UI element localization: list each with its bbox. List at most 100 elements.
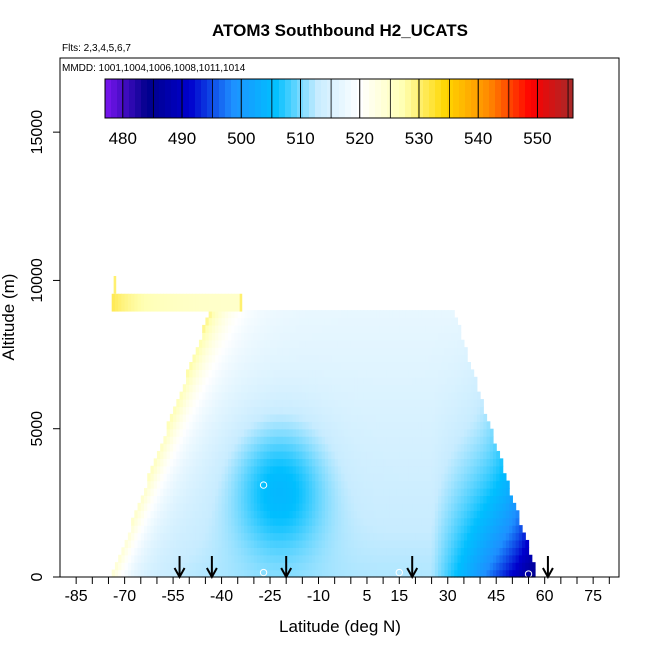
field-cell [418,384,423,393]
field-cell [334,406,339,415]
field-cell [389,310,394,319]
field-cell [240,391,245,400]
field-cell [263,317,268,326]
field-cell [253,428,258,437]
field-cell [134,539,139,548]
field-cell [522,569,526,578]
field-cell [257,473,261,482]
field-cell [215,406,219,415]
field-cell [360,443,365,452]
field-cell [189,458,194,467]
field-cell [318,450,323,459]
field-cell [160,480,164,489]
field-cell [502,539,507,548]
field-cell [237,510,242,519]
field-cell [263,436,268,445]
field-cell [250,458,255,467]
field-cell [354,332,358,341]
field-cell [360,554,365,563]
field-cell [473,547,478,556]
field-cell [366,562,371,571]
field-cell [366,310,371,319]
field-cell [312,421,316,430]
field-cell [370,324,375,333]
field-cell [463,510,468,519]
field-cell [463,384,468,393]
field-cell [205,428,210,437]
field-cell [483,495,488,504]
field-cell [396,406,400,415]
field-cell [350,488,355,497]
field-cell [328,428,333,437]
field-cell [273,347,278,356]
field-cell [489,562,494,571]
field-cell [137,510,142,519]
field-cell [312,406,316,415]
field-cell [234,569,239,578]
field-cell [279,317,284,326]
field-cell [376,376,381,385]
field-cell [473,376,478,385]
field-cell [467,480,471,489]
field-cell [357,465,362,474]
field-cell [460,413,465,422]
field-cell [321,310,326,319]
field-cell [505,562,510,571]
field-cell [473,406,478,415]
field-cell [247,554,252,563]
field-cell [263,376,268,385]
field-cell [186,569,190,578]
field-cell [260,428,265,437]
field-cell [186,369,190,378]
field-cell [282,369,287,378]
field-cell [295,369,300,378]
field-cell [447,369,452,378]
colorbar-swatch [141,79,148,118]
field-cell [173,413,177,422]
field-cell [166,532,171,541]
field-cell [344,450,349,459]
field-cell [392,480,397,489]
field-cell [266,532,271,541]
field-cell [350,525,355,534]
field-cell [379,406,384,415]
colorbar-swatch [537,79,544,118]
field-cell [237,399,242,408]
field-cell [334,539,339,548]
field-cell [228,525,232,534]
field-cell [160,293,164,312]
field-cell [418,339,423,348]
field-cell [473,428,478,437]
field-cell [208,547,213,556]
field-cell [402,399,407,408]
field-cell [299,450,303,459]
field-cell [299,361,303,370]
field-cell [295,525,300,534]
field-cell [489,473,494,482]
field-cell [447,317,452,326]
field-cell [224,436,229,445]
field-cell [363,436,368,445]
field-cell [176,293,181,312]
field-cell [441,376,446,385]
field-cell [202,347,206,356]
field-cell [389,324,394,333]
field-cell [434,473,439,482]
field-cell [257,458,261,467]
field-cell [421,443,426,452]
field-cell [425,406,429,415]
field-cell [315,488,320,497]
field-cell [273,443,278,452]
field-cell [389,443,394,452]
field-cell [253,569,258,578]
field-cell [347,480,352,489]
field-cell [431,569,436,578]
field-cell [354,495,358,504]
field-cell [192,554,197,563]
field-cell [450,347,455,356]
field-cell [347,406,352,415]
field-cell [373,450,378,459]
field-cell [505,554,510,563]
field-cell [250,391,255,400]
field-cell [292,539,297,548]
